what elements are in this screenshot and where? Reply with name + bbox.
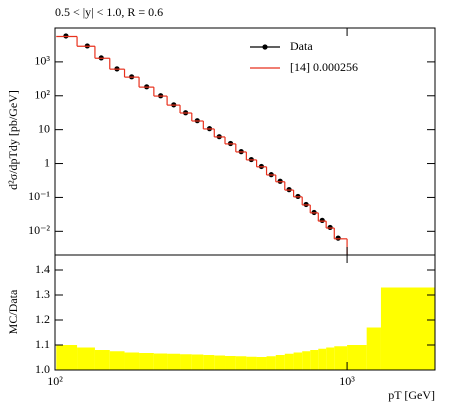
band-bar (256, 357, 267, 370)
y-tick-label: 1.4 (35, 262, 50, 276)
band-bar (167, 353, 181, 370)
band-bar (180, 354, 192, 370)
chart-title: 0.5 < |y| < 1.0, R = 0.6 (55, 5, 163, 19)
band-bar (94, 350, 110, 370)
y-tick-label: 1.2 (35, 312, 50, 326)
y-axis-label: MC/Data (6, 289, 20, 334)
data-point (319, 217, 325, 223)
band-bar (318, 348, 327, 370)
band-bar (109, 351, 125, 370)
legend-label: Data (290, 39, 313, 53)
x-tick-label: 10² (47, 374, 63, 388)
band-bar (235, 356, 247, 370)
y-tick-label: 1 (44, 155, 50, 169)
y-tick-label: 10² (34, 88, 50, 102)
y-tick-label: 10⁻¹ (28, 189, 50, 203)
band-bar (203, 355, 215, 370)
band-bar (56, 345, 78, 370)
plot-frame (54, 254, 436, 371)
band-bar (124, 352, 140, 370)
band-bar (310, 350, 319, 370)
band-bar (334, 346, 348, 370)
band-bar (225, 356, 236, 370)
y-tick-label: 1.0 (35, 362, 50, 376)
y-tick-label: 10 (38, 121, 50, 135)
y-tick-label: 1.3 (35, 287, 50, 301)
data-point (335, 235, 341, 241)
legend-marker (262, 44, 268, 50)
band-bar (380, 287, 435, 370)
band-bar (139, 353, 154, 370)
band-bar (153, 353, 168, 370)
legend-label: [14] 0.000256 (290, 60, 358, 74)
y-axis-label: d²σ/dpTdy [pb/GeV] (6, 90, 20, 190)
band-bar (302, 351, 311, 370)
band-bar (366, 327, 381, 370)
band-bar (214, 355, 226, 370)
band-bar (77, 347, 95, 370)
band-bar (326, 347, 335, 370)
y-tick-label: 1.1 (35, 337, 50, 351)
y-tick-label: 10⁻² (28, 223, 50, 237)
band-bar (191, 354, 204, 370)
plot-frame (54, 27, 436, 256)
band-bar (246, 356, 257, 370)
band-bar (293, 352, 303, 370)
y-tick-label: 10³ (34, 54, 50, 68)
band-bar (275, 355, 285, 370)
x-axis-label: pT [GeV] (388, 388, 435, 402)
band-bar (284, 353, 294, 370)
band-bar (347, 345, 367, 370)
band-bar (266, 356, 276, 370)
x-tick-label: 10³ (339, 374, 355, 388)
